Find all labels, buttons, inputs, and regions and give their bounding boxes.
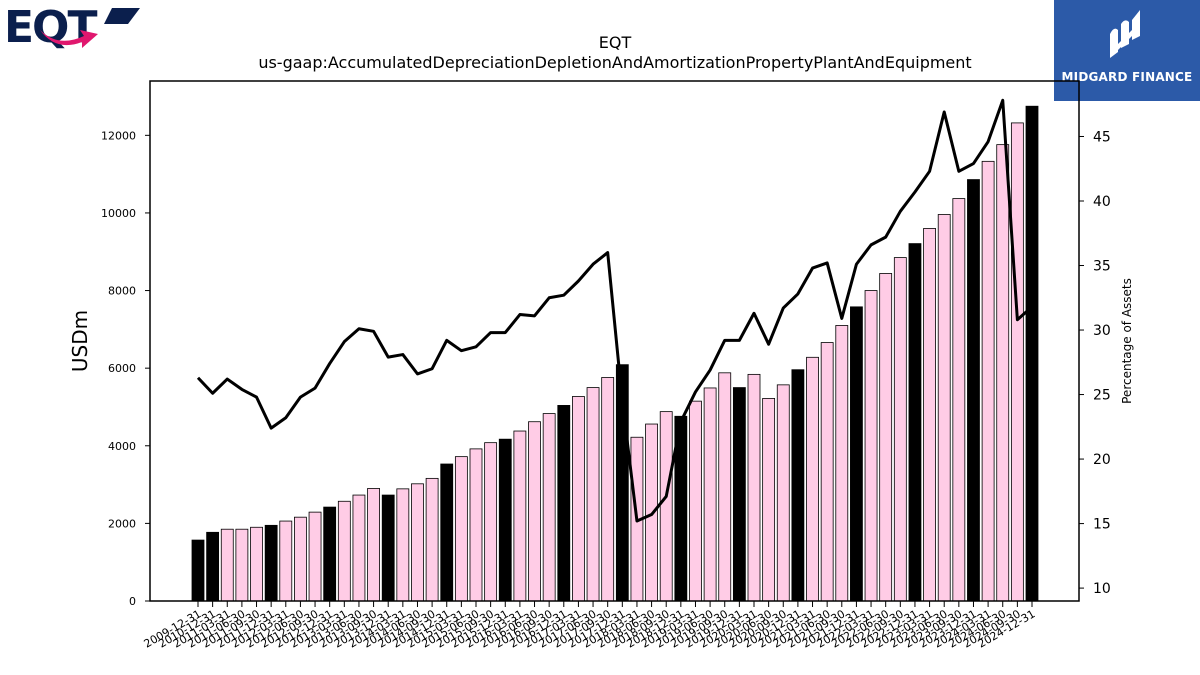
bar-2012-06-30 [294,516,307,602]
bar-2021-12-31 [850,306,863,602]
eqt-logo: EQT [4,2,140,53]
plot-frame [149,80,1080,602]
bar-2012-12-31 [323,506,337,602]
bar-2024-12-31 [1025,105,1039,602]
bar-2019-03-31 [689,400,702,602]
chart-title: EQT [599,33,632,52]
bar-2023-09-30 [952,198,966,602]
right-axis-ticks: 10 15 20 25 30 35 40 45 [1079,129,1111,597]
y-tick-label: 4000 [108,440,136,453]
bar-2019-09-30 [718,372,732,602]
bar-2015-09-30 [484,442,498,602]
bar-2014-09-30 [425,477,439,602]
bar-2011-06-30 [235,528,249,602]
y-axis-label: USDm [68,310,92,372]
eqt-logo-slash [104,8,140,24]
pct-of-assets-line [196,98,1033,523]
bar-2024-03-31 [981,160,995,602]
bar-2010-12-31 [206,531,220,602]
bar-2021-09-30 [835,325,849,602]
bar-2022-09-30 [893,257,907,602]
bar-2016-12-31 [557,405,571,602]
bar-2019-06-30 [703,387,717,602]
y2-tick-label: 25 [1093,388,1111,404]
bar-series [191,105,1039,602]
bar-2022-06-30 [879,273,893,602]
bar-2023-06-30 [937,214,951,602]
bar-2020-03-31 [747,373,761,602]
y2-tick-label: 40 [1093,194,1111,210]
bar-2015-06-30 [469,448,483,602]
bar-2021-06-30 [820,342,834,602]
bar-2015-12-31 [498,438,512,602]
bar-2020-09-30 [776,384,790,602]
y-tick-label: 10000 [101,207,136,220]
bar-2011-09-30 [250,526,263,602]
bar-2012-03-31 [279,520,293,602]
bar-2013-12-31 [381,494,395,602]
bar-2013-06-30 [352,494,366,602]
bar-2013-09-30 [367,488,380,602]
y2-tick-label: 15 [1093,517,1111,533]
y2-tick-label: 35 [1093,259,1111,275]
y-tick-label: 8000 [108,285,136,298]
bar-2009-12-31 [191,539,205,602]
bar-2016-03-31 [513,430,527,602]
bar-2024-09-30 [1010,122,1024,602]
bar-2020-12-31 [791,369,805,602]
chart-subtitle: us-gaap:AccumulatedDepreciationDepletion… [258,53,971,72]
y2-tick-label: 10 [1093,581,1111,597]
midgard-finance-wordmark: MIDGARD FINANCE [1061,70,1193,84]
bar-2011-03-31 [220,528,234,602]
bar-2023-03-31 [923,228,936,602]
bar-2011-12-31 [264,524,278,602]
bar-2012-09-30 [308,511,322,602]
midgard-emblem-icon [1110,10,1140,58]
y-tick-label: 12000 [101,129,136,142]
bar-2017-09-30 [601,377,615,602]
bar-2017-06-30 [586,387,600,602]
bar-2015-03-31 [454,456,468,602]
y2-tick-label: 30 [1093,323,1111,339]
bar-2016-09-30 [542,413,556,602]
bar-2016-06-30 [528,421,541,602]
y-tick-label: 6000 [108,362,136,375]
bar-2014-06-30 [411,483,424,602]
bar-2018-09-30 [659,411,673,602]
bar-2013-03-31 [337,500,351,602]
y2-axis-label: Percentage of Assets [1120,278,1134,404]
bar-2019-12-31 [732,387,746,602]
bar-2021-03-31 [806,356,819,602]
bar-2020-06-30 [762,398,776,602]
y-tick-label: 0 [129,595,136,608]
bar-2014-12-31 [440,463,454,602]
left-axis-ticks: 0 2000 4000 6000 8000 10000 12000 [101,129,150,608]
y2-tick-label: 20 [1093,452,1111,468]
bar-2014-03-31 [396,488,410,602]
x-axis-ticks: 2009-12-312010-12-312011-03-312011-06-30… [142,601,1038,651]
bar-2017-03-31 [572,396,585,602]
bar-2023-12-31 [967,179,980,602]
bar-2024-06-30 [996,144,1010,602]
bar-2022-12-31 [908,243,922,602]
y2-tick-label: 45 [1093,129,1111,145]
bar-2022-03-31 [864,290,878,602]
y-tick-label: 2000 [108,517,136,530]
eqt-logo-arrow [40,30,98,48]
